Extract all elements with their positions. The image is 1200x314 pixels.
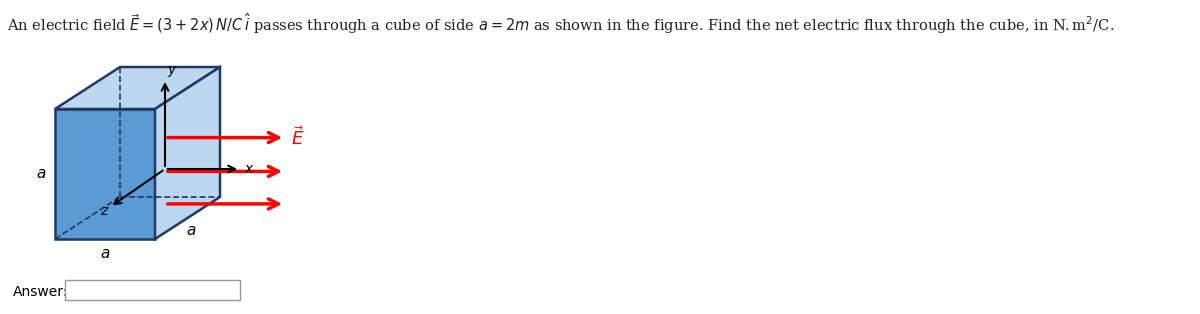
Text: y: y bbox=[167, 63, 175, 77]
Text: x: x bbox=[244, 162, 252, 176]
Text: Answer:: Answer: bbox=[13, 285, 68, 299]
Text: $\vec{E}$: $\vec{E}$ bbox=[292, 126, 305, 149]
Bar bbox=[65, 280, 240, 300]
Text: z: z bbox=[100, 204, 107, 218]
Polygon shape bbox=[155, 67, 220, 239]
Text: $a$: $a$ bbox=[100, 246, 110, 261]
Polygon shape bbox=[55, 109, 155, 239]
Polygon shape bbox=[55, 67, 220, 109]
Text: $a$: $a$ bbox=[36, 166, 46, 181]
Text: An electric field $\vec{E} = (3 + 2x)\,N/C\,\hat{i}$ passes through a cube of si: An electric field $\vec{E} = (3 + 2x)\,N… bbox=[7, 11, 1115, 36]
Text: $a$: $a$ bbox=[186, 223, 196, 238]
